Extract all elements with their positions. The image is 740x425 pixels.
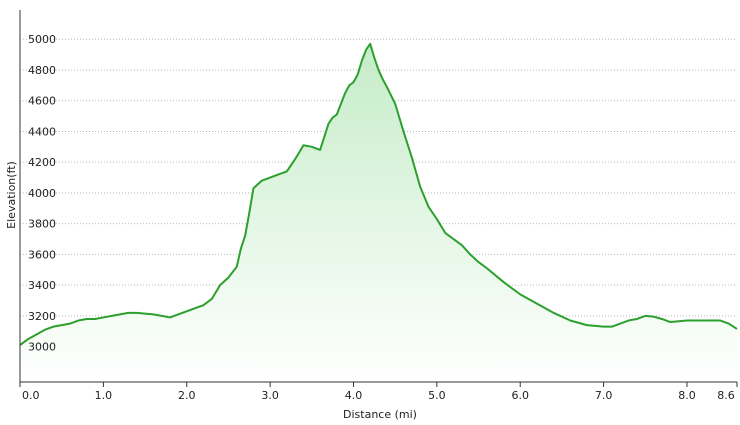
y-tick-label: 3600 — [28, 248, 56, 261]
x-tick-label: 5.0 — [428, 389, 446, 402]
x-tick-label: 6.0 — [511, 389, 529, 402]
elevation-area — [20, 43, 737, 382]
y-tick-label: 5000 — [28, 33, 56, 46]
x-axis-title: Distance (mi) — [343, 408, 417, 421]
y-tick-label: 3800 — [28, 218, 56, 231]
y-axis-title: Elevation(ft) — [5, 161, 18, 229]
x-tick-label: 0.0 — [22, 389, 40, 402]
axes-layer — [19, 10, 738, 387]
y-tick-label: 4200 — [28, 156, 56, 169]
y-tick-label: 3200 — [28, 310, 56, 323]
y-tick-label: 4600 — [28, 95, 56, 108]
x-tick-label: 4.0 — [345, 389, 363, 402]
elevation-line — [19, 42, 738, 346]
x-tick-label: 1.0 — [95, 389, 113, 402]
x-tick-labels: 0.0 1.0 2.0 3.0 4.0 5.0 6.0 7.0 8.0 8.6 — [22, 389, 735, 402]
x-tick-label: 7.0 — [595, 389, 613, 402]
x-tick-label: 2.0 — [178, 389, 196, 402]
y-tick-label: 3000 — [28, 341, 56, 354]
y-tick-label: 3400 — [28, 279, 56, 292]
y-tick-label: 4800 — [28, 64, 56, 77]
y-tick-label: 4000 — [28, 187, 56, 200]
y-tick-label: 4400 — [28, 125, 56, 138]
x-tick-label: 8.6 — [717, 389, 735, 402]
y-tick-labels: 3000 3200 3400 3600 3800 4000 4200 4400 4600 4800… — [28, 33, 56, 353]
x-tick-label: 3.0 — [261, 389, 279, 402]
x-tick-label: 8.0 — [678, 389, 696, 402]
